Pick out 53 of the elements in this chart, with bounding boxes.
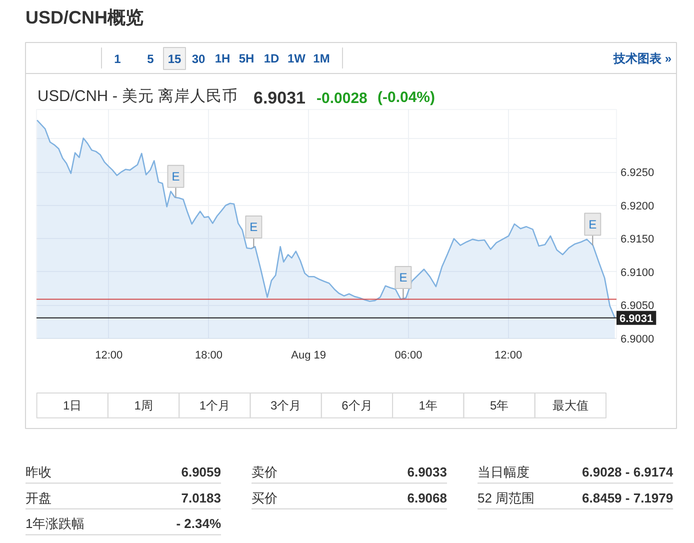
text: 7.0183 [181,490,222,506]
ref-line-label: 6.9031 [620,312,654,325]
text: 6.9059 [181,464,222,480]
text: 1W [288,52,306,66]
text: 5H [238,52,254,66]
text: 1H [214,52,230,66]
text: 卖价 [252,464,278,480]
text: 技术图表 » [612,52,672,66]
text: 最大值 [552,398,588,412]
text: 3个月 [270,398,302,412]
x-tick-label: 18:00 [194,350,223,362]
text: 5 [147,52,154,66]
text: 30 [192,52,206,66]
text: 6.8459 - 7.1979 [582,490,674,506]
text: 1 [114,52,122,66]
text: 6个月 [342,398,372,412]
text: 6.9031 [254,88,306,108]
text: - 2.34% [176,516,222,532]
text: -0.0028 [316,90,368,107]
annotation: E [250,220,258,234]
y-tick-label: 6.9250 [620,167,654,180]
y-tick-label: 6.9050 [620,300,654,312]
text: 当日幅度 [478,464,530,480]
annotation: E [399,270,408,285]
annotation: E [588,217,597,232]
text: 1D [264,52,280,66]
y-tick-label: 6.9000 [620,334,654,346]
text: 1日 [63,398,82,412]
y-tick-label: 6.9100 [620,266,654,279]
text: 1M [313,52,330,66]
x-tick-label: 12:00 [95,350,123,362]
text: 1周 [134,398,153,412]
text: 6.9028 - 6.9174 [582,464,674,480]
text: 15 [168,52,182,66]
y-tick-label: 6.9200 [620,200,654,212]
text: 5年 [490,398,509,412]
y-tick-label: 6.9150 [620,234,654,246]
text: 买价 [252,490,278,506]
text: 开盘 [26,490,52,506]
x-tick-label: 06:00 [394,350,422,362]
text: 1年涨跌幅 [26,516,85,532]
text: 52 周范围 [478,490,535,506]
x-tick-label: Aug 19 [291,350,326,362]
chart-title: USD/CNH概览 [26,8,144,28]
text: 1年 [418,398,438,412]
text: 昨收 [26,464,52,480]
text: 6.9033 [407,464,448,480]
text: (-0.04%) [378,89,436,106]
text: 6.9068 [407,490,448,506]
x-tick-label: 12:00 [494,350,522,362]
text: 1个月 [199,398,230,412]
chart-subtitle: USD/CNH - 美元 离岸人民币 [38,87,238,105]
annotation: E [172,169,180,184]
